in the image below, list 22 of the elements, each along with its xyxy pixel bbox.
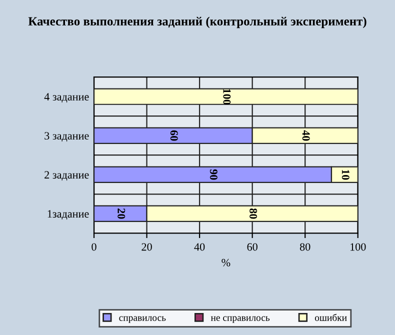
data-label: 100	[223, 89, 231, 104]
data-label: 10	[342, 170, 350, 180]
data-label: 60	[170, 130, 178, 141]
x-tick-label: 60	[247, 243, 258, 251]
x-tick-label: 80	[300, 243, 310, 251]
legend-label: ошибки	[314, 314, 347, 321]
x-tick-label: 20	[142, 243, 152, 251]
y-tick-label: 1задание	[48, 210, 89, 220]
data-label: 40	[302, 130, 310, 141]
chart-title: Качество выполнения заданий (контрольный эксперимент)	[28, 16, 366, 28]
x-axis-title: %	[222, 258, 230, 266]
x-tick-label: 40	[194, 243, 205, 251]
data-label: 90	[210, 169, 218, 180]
y-tick-label: 3 задание	[44, 132, 89, 142]
data-label: 20	[118, 208, 126, 219]
x-tick-label: 0	[92, 243, 96, 251]
legend-label: не справилось	[210, 316, 270, 323]
data-label: 80	[250, 208, 258, 219]
y-tick-label: 2 задание	[44, 171, 89, 181]
legend-label: справилось	[119, 316, 166, 323]
x-tick-label: 100	[350, 243, 366, 251]
y-tick-label: 4 задание	[44, 93, 89, 103]
